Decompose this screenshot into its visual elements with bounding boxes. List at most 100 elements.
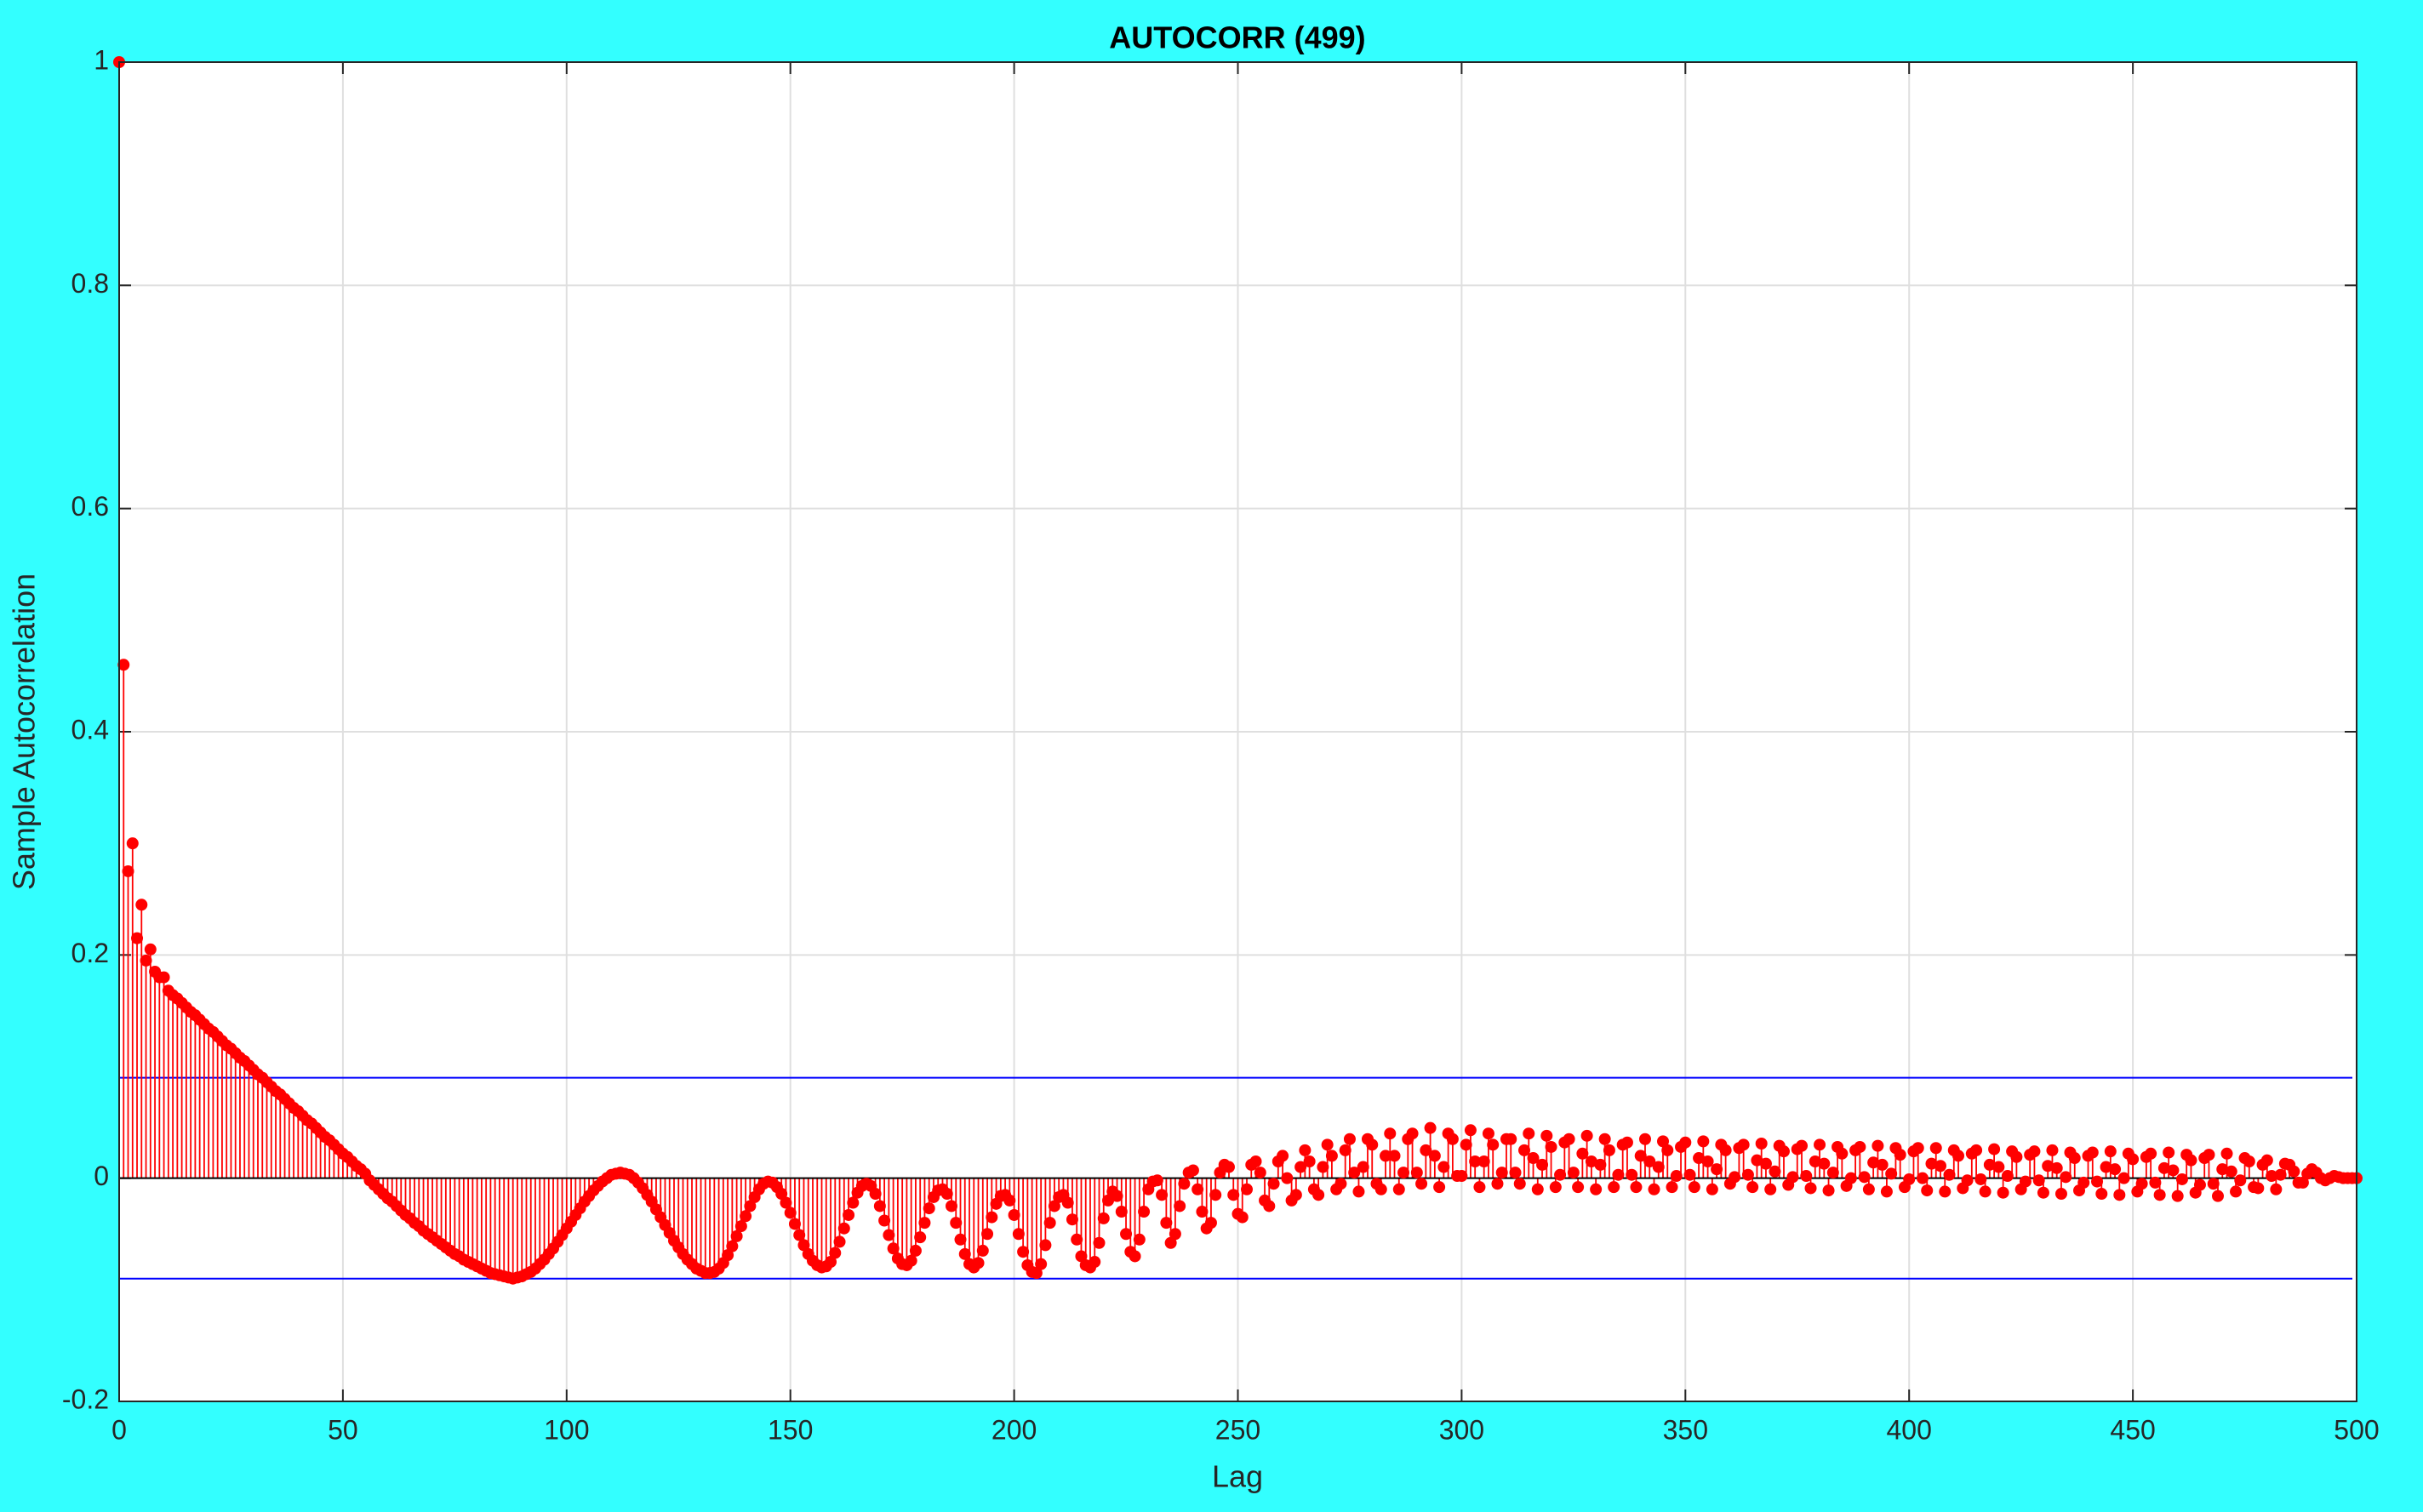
stem-marker (1634, 1150, 1647, 1162)
stem-marker (1925, 1157, 1938, 1170)
stem-marker (1701, 1155, 1714, 1167)
stem-marker (2193, 1178, 2206, 1191)
stem-marker (1254, 1167, 1266, 1179)
stem-marker (918, 1217, 931, 1230)
stem-marker (2135, 1178, 2148, 1190)
stem-marker (1325, 1150, 1338, 1162)
stem-marker (1227, 1189, 1240, 1201)
stem-marker (1397, 1167, 1410, 1179)
stem-marker (1352, 1185, 1365, 1198)
stem-marker (1174, 1200, 1186, 1212)
stem-marker (780, 1196, 792, 1209)
stem-marker (1979, 1185, 1992, 1198)
stem-marker (2100, 1161, 2112, 1173)
stem-marker (744, 1200, 757, 1212)
stem-marker (981, 1228, 994, 1241)
stem-marker (1826, 1167, 1839, 1179)
x-tick-label: 150 (768, 1414, 813, 1445)
stem-marker (2243, 1155, 2255, 1167)
stem-marker (950, 1217, 963, 1230)
stem-marker (2060, 1171, 2072, 1184)
stem-marker (1186, 1164, 1199, 1177)
stem-marker (1061, 1196, 1074, 1209)
stem-marker (775, 1188, 788, 1201)
stem-marker (1030, 1267, 1043, 1280)
stem-marker (909, 1244, 922, 1257)
stem-marker (976, 1244, 989, 1257)
stem-marker (1786, 1171, 1799, 1184)
stem-marker (2167, 1164, 2180, 1177)
stem-marker (1638, 1133, 1651, 1145)
stem-marker (1138, 1206, 1151, 1218)
stem-marker (1241, 1183, 1254, 1195)
stem-marker (1415, 1178, 1428, 1190)
stem-marker (2260, 1154, 2273, 1167)
stem-marker (1612, 1168, 1625, 1181)
stem-marker (825, 1256, 837, 1269)
stem-marker (1670, 1170, 1683, 1183)
stem-marker (2109, 1163, 2122, 1176)
stem-marker (1648, 1183, 1660, 1195)
stem-marker (1620, 1136, 1633, 1149)
stem-marker (2175, 1173, 2188, 1185)
stem-marker (1420, 1144, 1432, 1156)
stem-marker (1357, 1161, 1369, 1173)
stem-marker (1997, 1186, 2009, 1199)
stem-marker (1796, 1139, 1809, 1152)
stem-marker (1854, 1140, 1866, 1153)
stem-marker (1862, 1183, 1875, 1195)
stem-marker (1008, 1208, 1020, 1221)
stem-marker (1572, 1181, 1585, 1194)
stem-marker (843, 1208, 855, 1221)
stem-marker (1380, 1150, 1392, 1162)
stem-marker (2037, 1186, 2049, 1199)
stem-marker (1156, 1189, 1169, 1201)
stem-marker (1487, 1138, 1500, 1151)
stem-marker (1992, 1161, 2005, 1173)
y-tick-label: 0.4 (71, 714, 109, 745)
stem-marker (2054, 1188, 2067, 1201)
stem-marker (940, 1188, 953, 1201)
chart-title: AUTOCORR (499) (1109, 20, 1365, 55)
stem-marker (2203, 1149, 2215, 1161)
stem-marker (1343, 1133, 1356, 1145)
stem-marker (1688, 1181, 1700, 1194)
stem-marker (726, 1240, 739, 1252)
stem-marker (1737, 1138, 1750, 1151)
stem-marker (1719, 1144, 1732, 1156)
stem-marker (2270, 1183, 2283, 1195)
stem-marker (2296, 1176, 2309, 1189)
stem-marker (972, 1257, 985, 1270)
stem-marker (2028, 1145, 2041, 1158)
stem-marker (1505, 1133, 1517, 1145)
stem-marker (958, 1247, 971, 1260)
stem-marker (1549, 1181, 1562, 1194)
stem-marker (1531, 1183, 1544, 1195)
stem-marker (1630, 1181, 1643, 1194)
stem-marker (1406, 1127, 1419, 1140)
x-tick-label: 200 (991, 1414, 1037, 1445)
stem-marker (1929, 1142, 1942, 1155)
stem-marker (730, 1230, 743, 1242)
stem-marker (923, 1202, 935, 1215)
stem-marker (1191, 1183, 1204, 1195)
stem-marker (1844, 1172, 1857, 1184)
stem-marker (1518, 1144, 1531, 1156)
stem-marker (1652, 1161, 1665, 1173)
stem-marker (1267, 1178, 1280, 1190)
stem-marker (122, 864, 134, 877)
stem-marker (2252, 1182, 2265, 1195)
stem-marker (740, 1210, 752, 1223)
stem-marker (1303, 1155, 1316, 1167)
stem-marker (905, 1254, 917, 1267)
stem-marker (1576, 1147, 1589, 1160)
stem-marker (2095, 1188, 2108, 1201)
stem-marker (2086, 1146, 2099, 1159)
stem-marker (1880, 1185, 1893, 1198)
stem-marker (1943, 1168, 1956, 1181)
stem-marker (1473, 1181, 1486, 1194)
stem-marker (1988, 1143, 2001, 1155)
stem-marker (1809, 1155, 1821, 1167)
stem-marker (1281, 1172, 1294, 1184)
stem-marker (1263, 1200, 1276, 1212)
